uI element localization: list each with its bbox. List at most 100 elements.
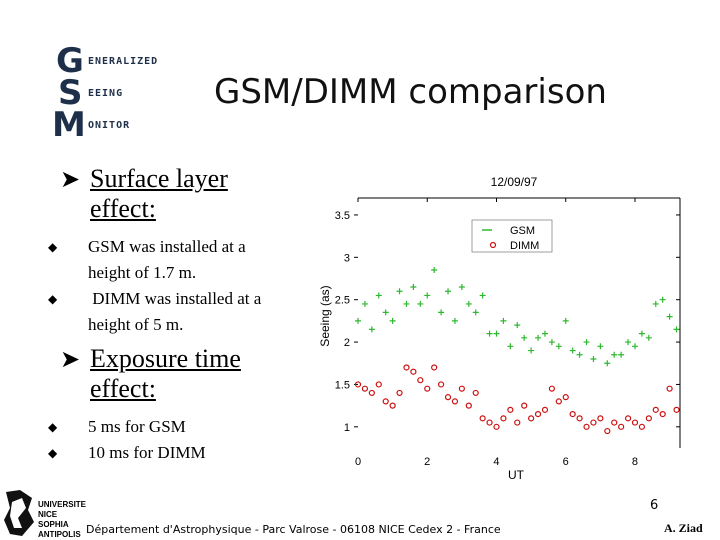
dimm-point	[375, 381, 382, 388]
gsm-point	[618, 351, 625, 358]
gsm-point	[541, 330, 548, 337]
gsm-point	[361, 300, 368, 307]
gsm-point	[548, 339, 555, 346]
gsm-point	[507, 343, 514, 350]
gsm-point	[590, 356, 597, 363]
dimm-point	[645, 415, 652, 422]
dimm-point	[541, 406, 549, 413]
gsm-point	[375, 292, 382, 299]
gsm-point	[645, 334, 652, 341]
gsm-point	[569, 347, 576, 354]
gsm-point	[410, 283, 417, 290]
dimm-point	[624, 415, 632, 422]
gsm-point	[597, 343, 604, 350]
dimm-point	[548, 385, 555, 392]
univ-logo-line-4: ANTIPOLIS	[38, 530, 81, 539]
gsm-point	[638, 330, 645, 337]
gsm-point	[659, 296, 666, 303]
section-heading-exposure-time: ➤ Exposure time effect:	[60, 344, 241, 403]
legend-gsm-label: GSM	[510, 225, 535, 237]
gsm-point	[431, 267, 438, 274]
gsm-point	[500, 317, 507, 324]
gsm-point	[389, 317, 396, 324]
dimm-point	[631, 419, 639, 426]
gsm-point	[576, 351, 583, 358]
dimm-point	[472, 389, 479, 397]
bullet-dot-icon: ◆	[48, 292, 58, 306]
dimm-point	[514, 419, 521, 426]
dimm-point	[576, 415, 583, 422]
dimm-point	[431, 364, 438, 371]
slide-title: GSM/DIMM comparison	[214, 72, 607, 112]
gsm-point	[555, 343, 562, 350]
gsm-point	[424, 292, 431, 299]
dimm-point	[417, 377, 424, 384]
x-tick-label: 6	[563, 456, 569, 468]
dimm-point	[534, 411, 542, 418]
dimm-point	[465, 402, 472, 409]
footer-author: A. Ziad	[664, 521, 703, 535]
dimm-point	[361, 385, 369, 392]
dimm-point	[458, 385, 465, 392]
dimm-point	[486, 419, 493, 426]
dimm-point	[659, 411, 666, 418]
univ-logo-line-3: SOPHIA	[38, 520, 69, 529]
dimm-point	[396, 389, 403, 397]
dimm-point	[451, 398, 459, 405]
gsm-point	[451, 317, 458, 324]
dimm-point	[597, 415, 604, 422]
gsm-point	[382, 309, 389, 316]
gsm-point	[493, 330, 500, 337]
gsm-point	[417, 300, 424, 307]
x-tick-label: 0	[355, 456, 361, 468]
gsm-point	[355, 317, 361, 324]
dimm-point	[424, 385, 431, 392]
dimm-point	[493, 423, 500, 430]
legend-dimm-marker	[489, 241, 497, 249]
chart-legend: GSM DIMM	[471, 219, 553, 253]
bullet-dimm-height: ◆ DIMM was installed at a height of 5 m.	[48, 286, 308, 338]
dimm-point	[354, 381, 362, 388]
dimm-point	[389, 402, 396, 409]
x-tick-label: 2	[424, 456, 430, 468]
dimm-point	[410, 368, 417, 375]
gsm-point	[396, 288, 403, 295]
bullet-dot-icon: ◆	[48, 446, 58, 460]
dimm-point	[618, 423, 625, 430]
dimm-point	[368, 389, 375, 397]
logo-letter-s: S	[58, 73, 83, 113]
gsm-point	[458, 283, 465, 290]
gsm-point	[535, 334, 542, 341]
dimm-point	[444, 394, 452, 401]
dimm-point	[562, 394, 569, 401]
dimm-point	[500, 415, 507, 422]
university-logo-mark	[4, 490, 34, 536]
univ-logo-line-2: NICE	[38, 510, 58, 519]
y-tick-label: 1	[344, 422, 350, 434]
bullet-dot-icon: ◆	[48, 420, 58, 434]
dimm-point	[583, 423, 590, 430]
dimm-point	[569, 411, 576, 418]
x-tick-label: 8	[632, 456, 638, 468]
dimm-point	[604, 427, 611, 435]
gsm-point	[521, 334, 528, 341]
gsm-point	[611, 351, 618, 358]
gsm-point	[486, 330, 493, 337]
x-tick-label: 4	[493, 456, 499, 468]
y-tick-label: 3.5	[335, 210, 350, 222]
legend-dimm-label: DIMM	[510, 240, 539, 252]
gsm-point	[445, 288, 452, 295]
footer-affiliation: Département d'Astrophysique - Parc Valro…	[86, 523, 501, 536]
gsm-point	[562, 317, 569, 324]
gsm-point	[528, 347, 535, 354]
dimm-point	[652, 406, 659, 413]
university-logo: UNIVERSITE NICE SOPHIA ANTIPOLIS	[2, 488, 86, 540]
gsm-point	[465, 300, 472, 307]
logo-word-2: EEING	[88, 88, 124, 99]
dimm-point	[666, 385, 673, 392]
logo-letter-m: M	[52, 105, 86, 145]
logo-word-1: ENERALIZED	[88, 56, 159, 67]
bullet-gsm-exposure: ◆ 5 ms for GSM	[48, 414, 308, 440]
dimm-point	[673, 406, 680, 413]
chart-title: 12/09/97	[491, 175, 538, 189]
